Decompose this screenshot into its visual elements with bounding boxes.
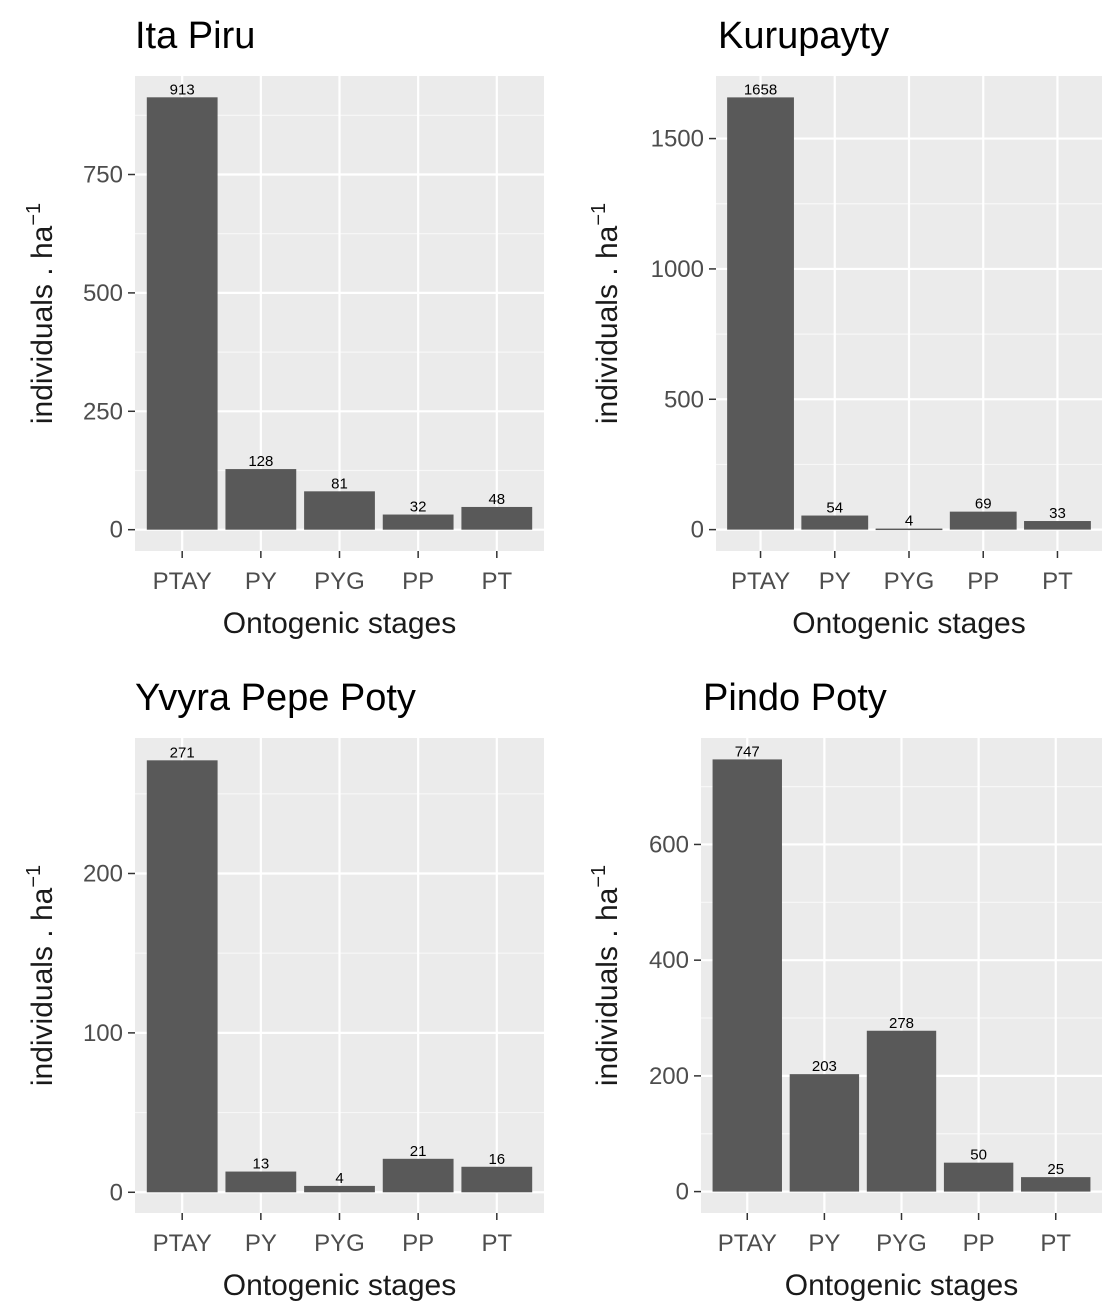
y-tick-label: 0 <box>676 1179 689 1206</box>
bar-pp <box>949 511 1017 530</box>
data-label: 50 <box>970 1147 987 1164</box>
bar-py <box>225 469 297 530</box>
data-label: 1658 <box>744 81 777 98</box>
y-axis-label: individuals . ha−1 <box>23 865 59 1086</box>
x-tick-label: PY <box>819 568 851 595</box>
bar-py <box>789 1074 860 1192</box>
x-axis-label: Ontogenic stages <box>792 607 1025 640</box>
bar-pyg <box>875 528 943 531</box>
x-tick-label: PP <box>963 1230 995 1257</box>
data-label: 271 <box>170 744 195 761</box>
x-tick-label: PTAY <box>153 568 212 595</box>
y-axis-label: individuals . ha−1 <box>23 203 59 424</box>
y-tick-label: 250 <box>83 398 123 425</box>
data-label: 913 <box>170 81 195 98</box>
y-tick-label: 0 <box>110 517 123 544</box>
data-label: 278 <box>889 1015 914 1032</box>
bar-pyg <box>866 1030 937 1192</box>
y-tick-label: 500 <box>664 386 704 413</box>
y-tick-label: 500 <box>83 280 123 307</box>
data-label: 13 <box>253 1156 270 1173</box>
bar-py <box>801 515 869 530</box>
x-tick-label: PT <box>481 568 512 595</box>
chart-panel-1: 1658 54 4 69 33 0 500 1000 1500 PTAY PY PYG PP PT Kuru… <box>588 15 1102 640</box>
y-tick-label: 750 <box>83 162 123 189</box>
data-label: 25 <box>1047 1161 1064 1178</box>
chart-title: Pindo Poty <box>703 677 887 719</box>
y-tick-label: 200 <box>83 860 123 887</box>
chart-panel-3: 747 203 278 50 25 0 200 400 600 PTAY PY PYG PP PT Pind… <box>588 677 1102 1302</box>
data-label: 21 <box>410 1143 427 1160</box>
y-tick-label: 600 <box>649 831 689 858</box>
chart-panel-0: 913 128 81 32 48 0 250 500 750 PTAY PY PYG PP PT Ita P… <box>23 15 544 640</box>
y-axis-label: individuals . ha−1 <box>588 865 624 1086</box>
y-tick-label: 100 <box>83 1020 123 1047</box>
x-tick-label: PYG <box>314 1230 365 1257</box>
bar-ptay <box>712 759 782 1192</box>
x-tick-label: PY <box>808 1230 840 1257</box>
bar-pyg <box>304 1185 375 1193</box>
y-tick-label: 1500 <box>651 126 704 153</box>
x-axis-label: Ontogenic stages <box>223 607 456 640</box>
x-tick-label: PY <box>245 568 277 595</box>
data-label: 69 <box>975 496 992 513</box>
x-tick-label: PTAY <box>153 1230 212 1257</box>
x-tick-label: PTAY <box>718 1230 777 1257</box>
bar-py <box>225 1171 297 1193</box>
data-label: 4 <box>905 513 913 530</box>
x-tick-label: PYG <box>876 1230 927 1257</box>
data-label: 203 <box>812 1058 837 1075</box>
x-tick-label: PT <box>481 1230 512 1257</box>
data-label: 128 <box>248 453 273 470</box>
data-label: 54 <box>826 500 843 517</box>
bar-pt <box>1021 1177 1091 1192</box>
bar-pt <box>461 506 533 530</box>
data-label: 81 <box>331 475 348 492</box>
data-label: 4 <box>335 1170 343 1187</box>
bar-ptay <box>146 760 218 1193</box>
bar-pp <box>382 1158 454 1193</box>
bar-pp <box>943 1162 1014 1192</box>
data-label: 33 <box>1049 505 1066 522</box>
bar-pp <box>382 514 454 530</box>
y-tick-label: 1000 <box>651 256 704 283</box>
bar-pt <box>461 1166 533 1193</box>
y-tick-label: 0 <box>110 1179 123 1206</box>
chart-title: Ita Piru <box>135 15 255 57</box>
x-tick-label: PP <box>402 568 434 595</box>
x-tick-label: PY <box>245 1230 277 1257</box>
x-tick-label: PTAY <box>731 568 790 595</box>
x-tick-label: PP <box>967 568 999 595</box>
y-tick-label: 400 <box>649 947 689 974</box>
data-label: 32 <box>410 499 427 516</box>
x-tick-label: PT <box>1042 568 1073 595</box>
chart-title: Kurupayty <box>718 15 889 57</box>
bar-ptay <box>727 97 794 530</box>
x-tick-label: PT <box>1040 1230 1071 1257</box>
data-label: 16 <box>488 1151 505 1168</box>
chart-title: Yvyra Pepe Poty <box>135 677 416 719</box>
y-tick-label: 200 <box>649 1063 689 1090</box>
chart-panel-2: 271 13 4 21 16 0 100 200 PTAY PY PYG PP PT Yvyra Pepe… <box>23 677 544 1302</box>
bar-pyg <box>304 491 375 530</box>
y-tick-label: 0 <box>691 517 704 544</box>
bar-ptay <box>146 97 218 530</box>
x-tick-label: PP <box>402 1230 434 1257</box>
x-axis-label: Ontogenic stages <box>785 1269 1018 1302</box>
x-tick-label: PYG <box>314 568 365 595</box>
x-tick-label: PYG <box>884 568 935 595</box>
data-label: 48 <box>488 491 505 508</box>
data-label: 747 <box>735 743 760 760</box>
bar-pt <box>1024 521 1091 530</box>
y-axis-label: individuals . ha−1 <box>588 203 624 424</box>
x-axis-label: Ontogenic stages <box>223 1269 456 1302</box>
